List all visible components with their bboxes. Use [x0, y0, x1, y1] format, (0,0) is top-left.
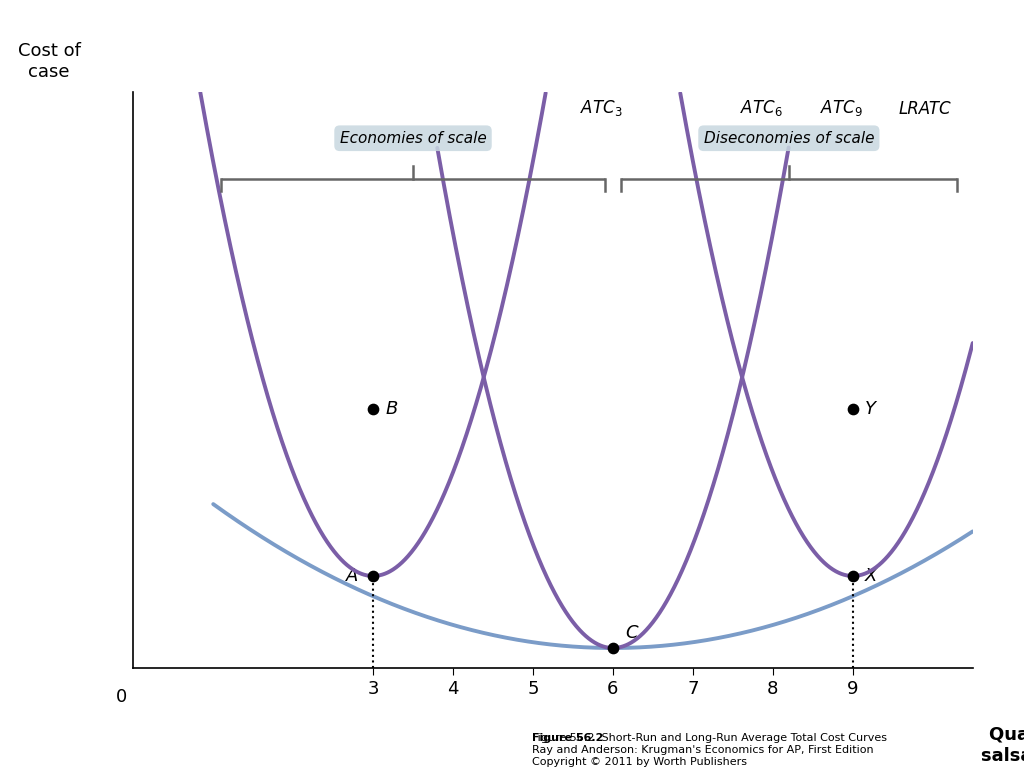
Text: Economies of scale: Economies of scale — [340, 131, 486, 146]
Text: LRATC: LRATC — [898, 100, 951, 118]
Text: $ATC_3$: $ATC_3$ — [580, 98, 623, 118]
Text: Quantity of
salsa (cases): Quantity of salsa (cases) — [981, 726, 1024, 765]
Text: $ATC_6$: $ATC_6$ — [739, 98, 782, 118]
Point — [365, 403, 381, 415]
Text: $ATC_9$: $ATC_9$ — [819, 98, 862, 118]
Text: X: X — [865, 567, 878, 585]
Text: Diseconomies of scale: Diseconomies of scale — [703, 131, 874, 146]
Point — [845, 570, 861, 582]
Point — [365, 570, 381, 582]
Point — [845, 403, 861, 415]
Text: Figure 56.2: Figure 56.2 — [532, 733, 604, 743]
Text: B: B — [385, 400, 397, 418]
Text: 0: 0 — [116, 688, 127, 707]
Text: Y: Y — [865, 400, 876, 418]
Point — [605, 642, 622, 654]
Text: Cost of
case: Cost of case — [17, 41, 81, 81]
Text: C: C — [625, 624, 638, 642]
Text: A: A — [346, 567, 358, 585]
Text: Figure 56.2  Short-Run and Long-Run Average Total Cost Curves
Ray and Anderson: : Figure 56.2 Short-Run and Long-Run Avera… — [532, 733, 888, 766]
